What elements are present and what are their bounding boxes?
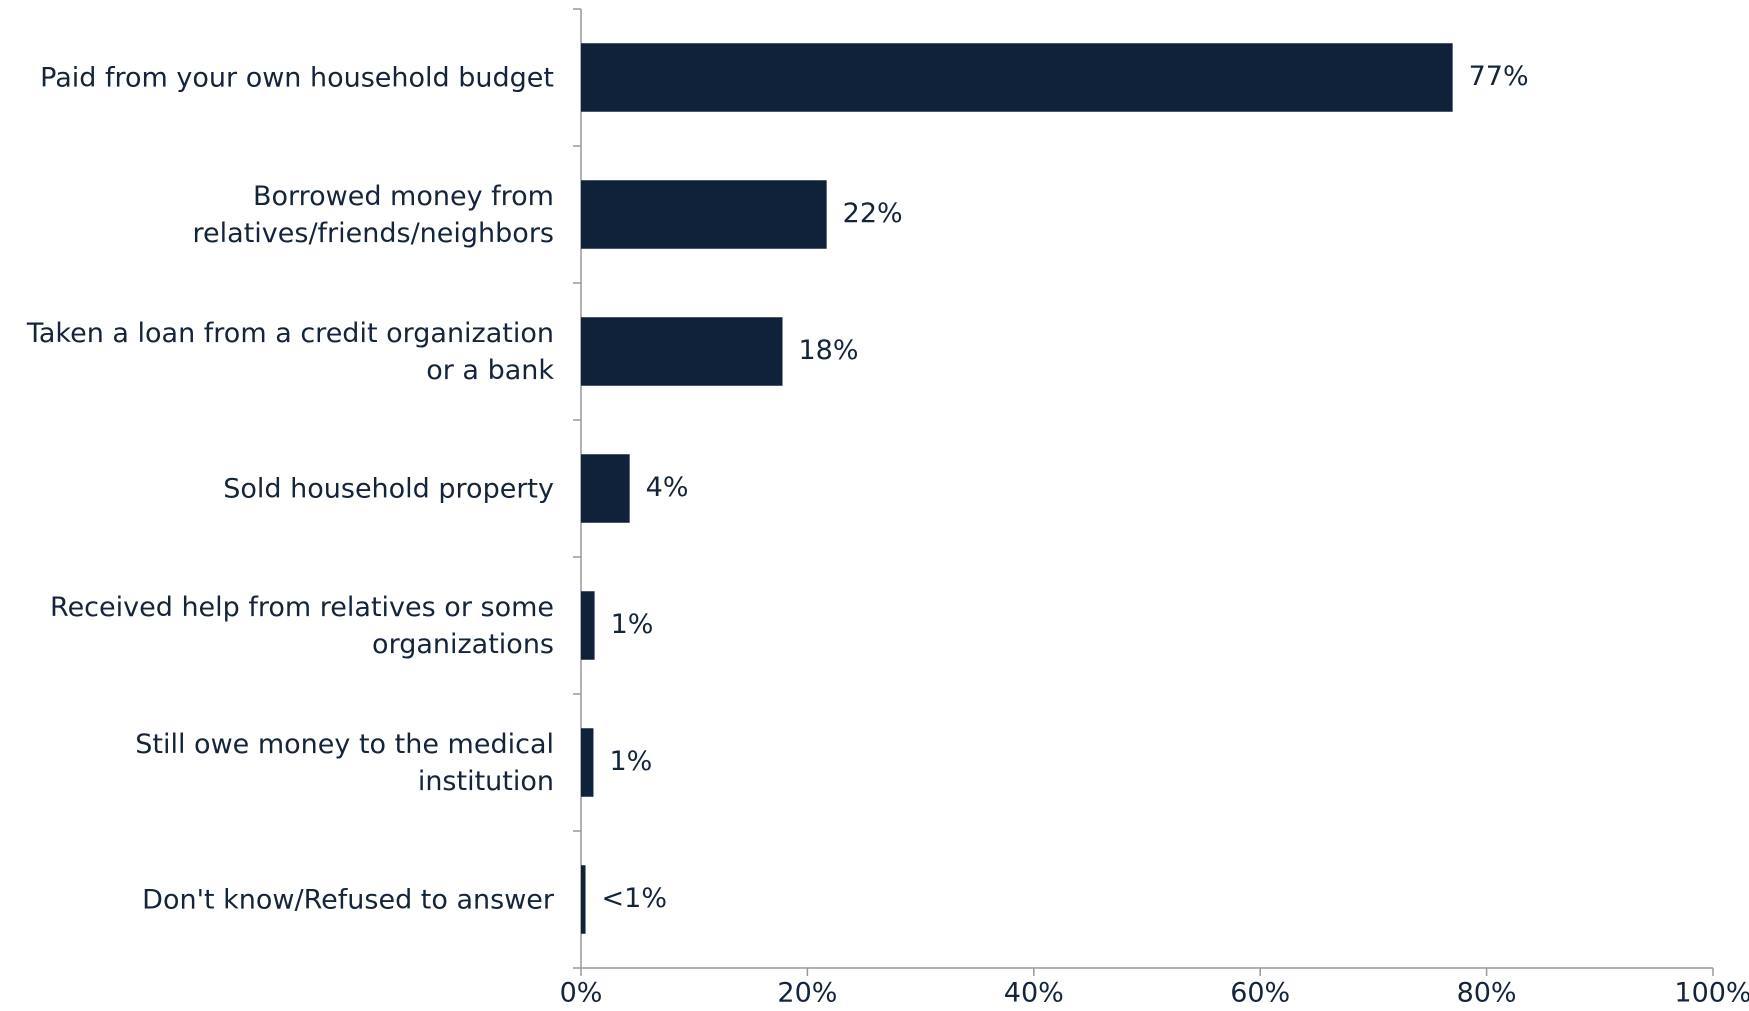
x-tick-label: 100% (1674, 978, 1749, 1009)
value-label: 1% (611, 609, 654, 640)
bar (581, 454, 630, 523)
value-label: 1% (609, 746, 652, 777)
x-tick-label: 0% (560, 978, 603, 1009)
category-label: Received help from relatives or some org… (50, 591, 554, 660)
x-tick-label: 60% (1230, 978, 1290, 1009)
x-tick-label: 20% (777, 978, 837, 1009)
x-tick-label: 40% (1004, 978, 1064, 1009)
x-tick-label: 80% (1457, 978, 1517, 1009)
category-label: Borrowed money from relatives/friends/ne… (192, 180, 554, 249)
category-label: Sold household property (223, 473, 554, 504)
value-label: 77% (1469, 61, 1529, 92)
bar (581, 317, 783, 386)
bar (581, 728, 594, 797)
category-label: Don't know/Refused to answer (142, 884, 554, 915)
category-label: Paid from your own household budget (40, 62, 554, 93)
value-label: 18% (798, 335, 858, 366)
value-label: 22% (843, 198, 903, 229)
bar (581, 43, 1453, 112)
bar (581, 865, 586, 934)
category-label: Taken a loan from a credit organization … (26, 317, 554, 386)
category-label: Still owe money to the medical instituti… (135, 728, 554, 797)
bar (581, 591, 595, 660)
value-label: 4% (646, 472, 689, 503)
bar (581, 180, 827, 249)
value-label: <1% (602, 883, 667, 914)
